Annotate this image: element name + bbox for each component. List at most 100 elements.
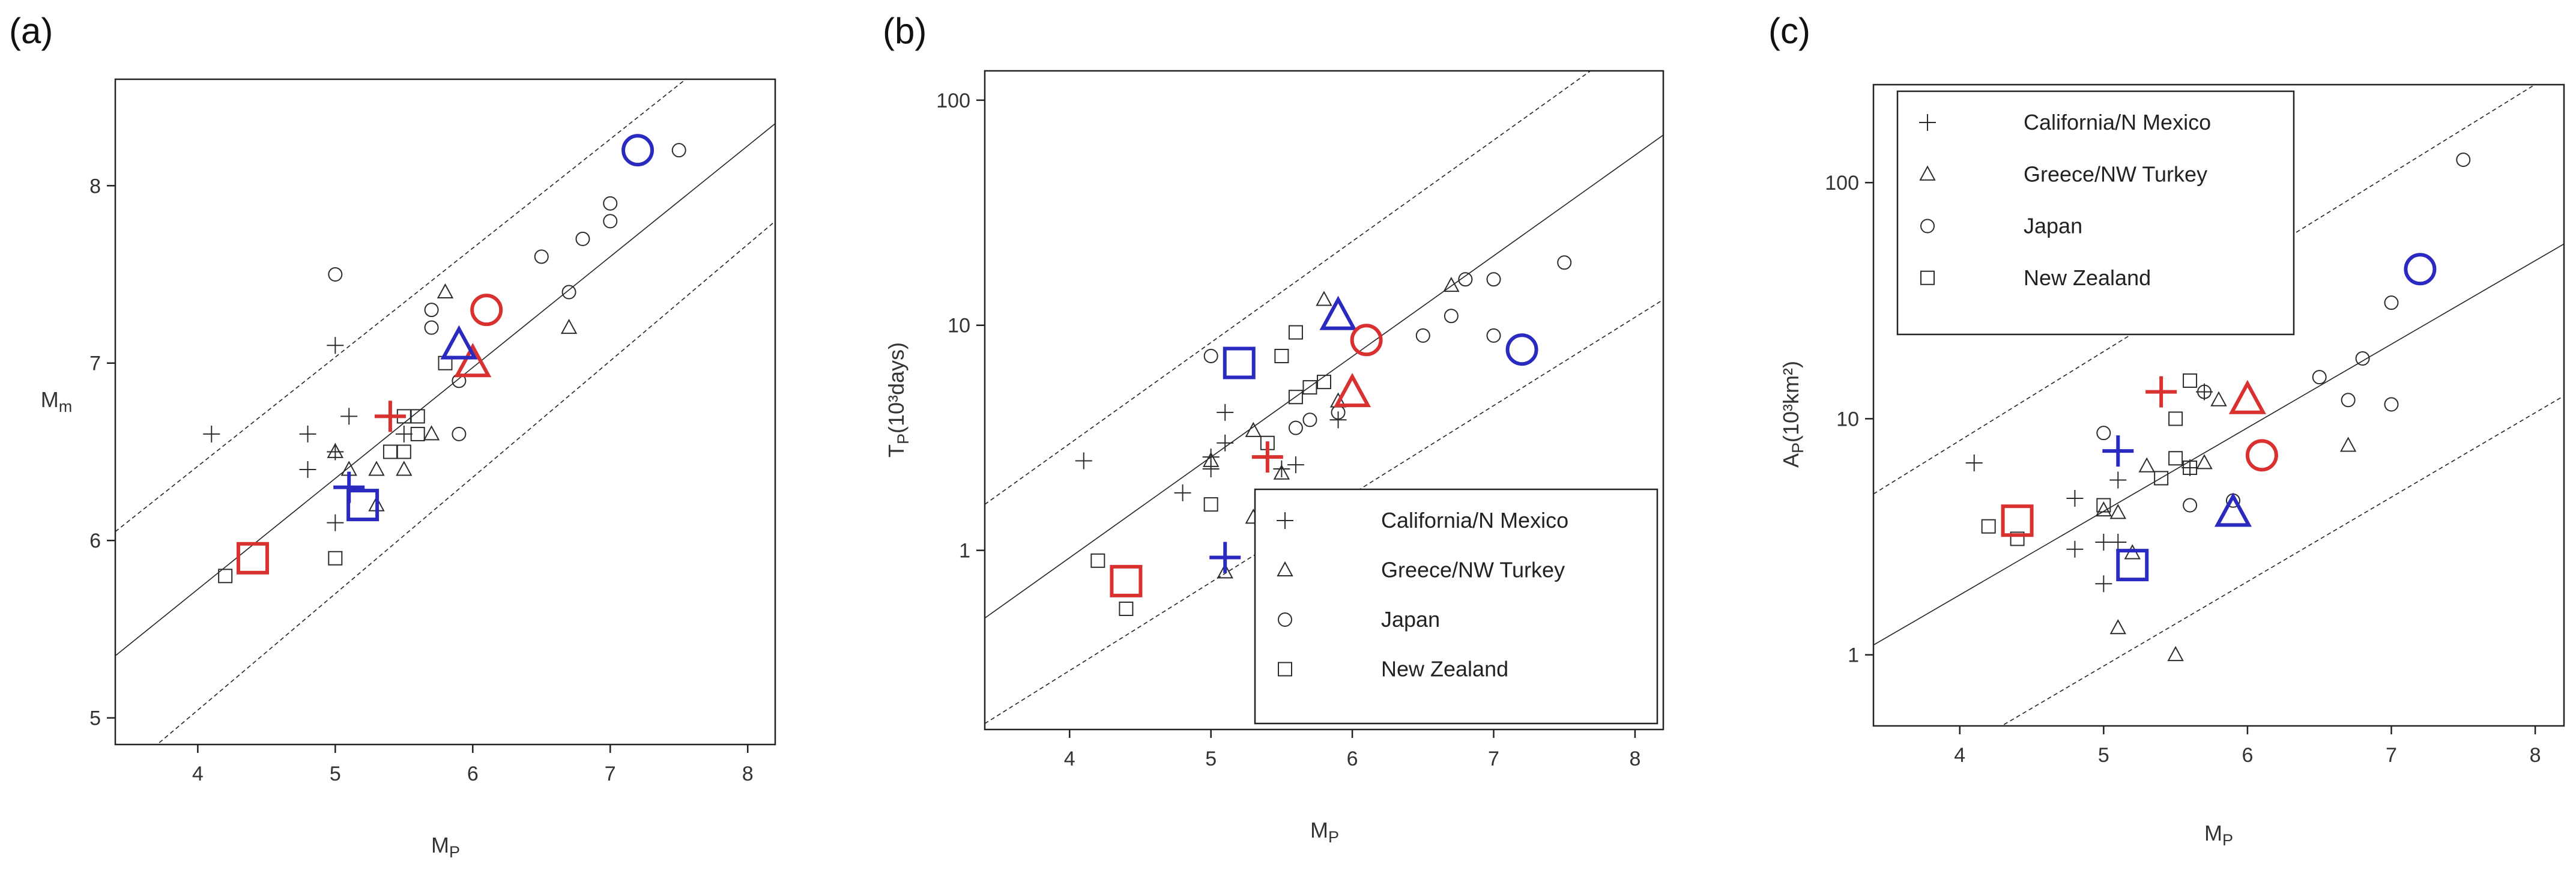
panel-a-highlighted-red-square: [236, 542, 269, 575]
panel-a-square-point-3: [382, 444, 398, 459]
panel-c-plus-point-1: [1965, 454, 1983, 471]
panel-c-chart: (c) 4 5 6 7 8 1 10 100 California/N Mexico Greec…: [1768, 11, 2565, 849]
panel-a-reference-lines: [115, 79, 775, 745]
panel-b-y-tick-label-1: 1: [959, 540, 970, 563]
panel-c-x-axis-title-main: M: [2204, 821, 2222, 845]
panel-a-x-tick-label-7: 7: [605, 763, 616, 785]
panel-a-y-tick-label-6: 6: [89, 530, 101, 552]
panel-a-highlighted-blue-triangle: [440, 325, 478, 360]
panel-a-reference-line-3: [156, 220, 775, 745]
panel-a-x-axis-title: MP: [431, 833, 460, 861]
panel-c-plus-point-3: [2066, 540, 2084, 558]
panel-c-highlighted-blue-triangle: [2214, 492, 2252, 527]
panel-c-plus-point-2: [2066, 490, 2084, 507]
panel-a-x-tick-label-8: 8: [742, 763, 754, 785]
panel-a-triangle-point-8: [560, 318, 578, 334]
panel-c-triangle-point-3: [2109, 619, 2126, 635]
panel-b-highlighted-blue-square: [1223, 346, 1256, 379]
panel-b-highlighted-red-circle: [1350, 324, 1383, 357]
panel-c-axis-ticks: 4 5 6 7 8 1 10 100: [1825, 172, 2541, 767]
panel-b-circle-point-8: [1486, 272, 1501, 287]
panel-c-reference-line-2: [1873, 243, 2564, 646]
panel-b-x-tick-label-5: 5: [1205, 748, 1217, 770]
panel-a-x-tick-label-4: 4: [192, 763, 204, 785]
panel-b-circle-point-7: [1458, 272, 1473, 287]
panel-c-circle-point-1: [2096, 426, 2111, 441]
panel-c-square-point-4: [2154, 471, 2169, 486]
panel-a-square-point-1: [218, 569, 233, 584]
panel-a-y-tick-label-8: 8: [89, 175, 101, 198]
panel-b-y-axis-title-subscript: P: [894, 433, 912, 444]
panel-a-highlighted-red-triangle: [454, 343, 492, 378]
panel-a-y-axis-title-main: M: [41, 387, 59, 412]
panel-b-y-axis-title-main: T: [884, 444, 909, 458]
panel-b-highlighted-red-triangle: [1334, 373, 1371, 408]
panel-a-circle-point-10: [671, 143, 686, 158]
panel-b-square-point-8: [1302, 380, 1317, 395]
panel-c-triangle-point-2: [2109, 504, 2126, 519]
panel-c-square-point-2: [2010, 531, 2025, 546]
panel-b-highlighted-blue-circle: [1505, 333, 1538, 366]
panel-b-plus-point-4: [1202, 461, 1220, 478]
panel-c-y-tick-label-10: 10: [1836, 408, 1859, 430]
panel-c-square-point-3: [2096, 498, 2111, 513]
panel-a-highlighted-red-circle: [470, 294, 503, 327]
panel-b-triangle-point-3: [1245, 421, 1262, 437]
panel-a-square-point-2: [328, 551, 343, 566]
panel-a-triangle-point-5: [396, 461, 413, 476]
panel-a-reference-line-2: [115, 123, 775, 656]
panel-b-x-tick-label-6: 6: [1347, 748, 1358, 770]
panel-b-legend: California/N Mexico Greece/NW Turkey Japan…: [1254, 488, 1658, 725]
panel-b-square-point-5: [1274, 348, 1289, 363]
panel-c-circle-point-10: [2197, 384, 2212, 399]
panel-c-plus-point-5: [2095, 575, 2112, 593]
panel-a-plus-point-6: [340, 408, 358, 425]
panel-c-x-tick-label-7: 7: [2386, 744, 2397, 767]
panel-b-circle-point-1: [1203, 348, 1218, 363]
panel-a-circle-point-1: [328, 267, 343, 282]
panel-c-highlighted-red-plus: [2145, 376, 2177, 408]
panel-c-highlighted-red-square: [2001, 504, 2034, 537]
panel-b-square-point-1: [1090, 553, 1105, 568]
panel-b-data-points: [1075, 255, 1572, 616]
panel-c-highlighted-red-triangle: [2228, 379, 2266, 414]
panel-a-plus-point-4: [327, 337, 344, 354]
panel-a-circle-point-3: [452, 426, 467, 441]
panel-b-circle-point-5: [1415, 328, 1430, 343]
panel-a-plus-point-8: [327, 514, 344, 531]
panel-c-square-point-1: [1981, 519, 1996, 534]
panel-a-plus-point-1: [203, 425, 220, 443]
panel-b-x-axis-title: MP: [1310, 818, 1339, 846]
panel-a-label: (a): [9, 11, 53, 51]
panel-b-y-axis-title-units: (10³days): [884, 342, 909, 433]
panel-c-x-tick-label-4: 4: [1954, 744, 1965, 767]
panel-b-triangle-point-6: [1316, 291, 1332, 306]
panel-c-legend-label-plus: California/N Mexico: [2024, 110, 2211, 134]
panel-c-highlighted-blue-plus: [2102, 435, 2134, 467]
panel-c-triangle-point-9: [2339, 436, 2357, 452]
panel-a-y-axis-title-subscript: m: [59, 397, 73, 415]
panel-a-circle-point-8: [603, 196, 618, 211]
panel-c-legend-square-icon: [1920, 270, 1935, 285]
panel-c-y-tick-label-100: 100: [1825, 172, 1859, 195]
panel-c-plus-point-8: [2181, 459, 2199, 477]
panel-b-legend-label-circle: Japan: [1381, 607, 1440, 632]
panel-a-x-axis-title-subscript: P: [449, 843, 460, 861]
panel-c-square-point-7: [2183, 373, 2198, 388]
panel-c-circle-point-6: [2355, 351, 2370, 366]
panel-b-legend-label-square: New Zealand: [1381, 657, 1508, 681]
panel-c-plus-point-6: [2109, 534, 2127, 551]
panel-b-square-point-2: [1119, 601, 1134, 616]
panel-b-y-axis-title: TP(10³days): [884, 342, 912, 458]
panel-c-circle-point-9: [2456, 153, 2471, 168]
panel-b-x-tick-label-7: 7: [1488, 748, 1499, 770]
panel-b-plus-point-5: [1217, 403, 1234, 421]
panel-a-plus-point-9: [395, 425, 413, 443]
panel-c-triangle-point-1: [2095, 501, 2112, 517]
panel-b-highlighted-blue-plus: [1209, 542, 1241, 573]
panel-a-y-tick-label-5: 5: [89, 707, 101, 730]
panel-a-y-tick-label-7: 7: [89, 352, 101, 375]
panel-c-square-point-9: [2183, 461, 2198, 476]
panel-a-square-point-6: [410, 409, 425, 424]
